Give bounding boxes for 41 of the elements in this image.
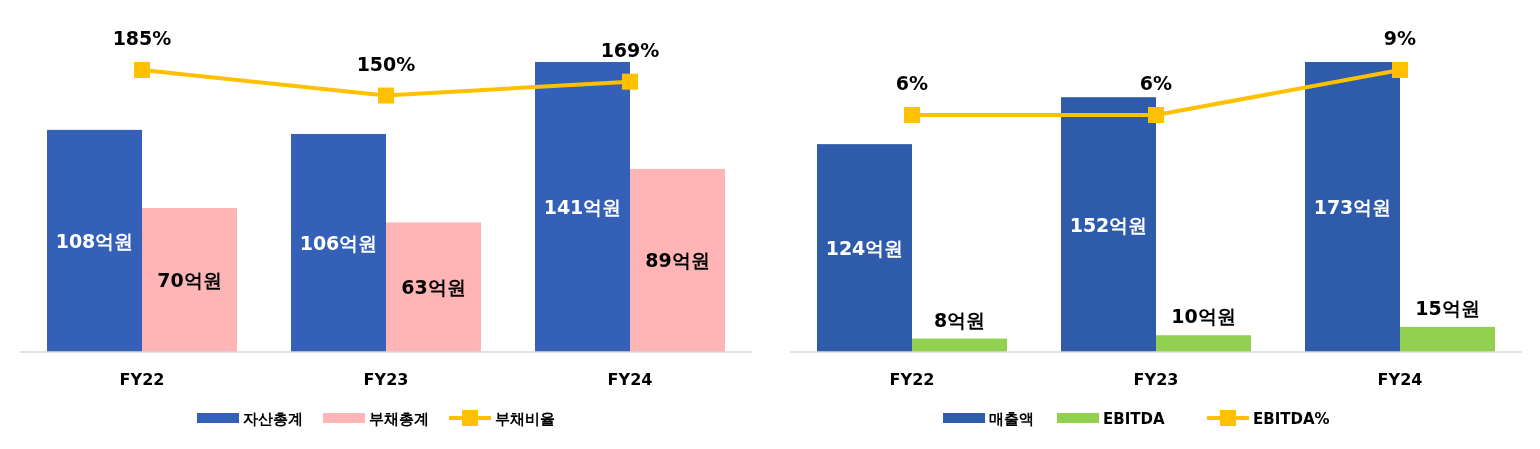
bar — [1400, 326, 1495, 352]
data-label: 9% — [1383, 27, 1417, 49]
data-label: 15억원 — [1415, 296, 1480, 319]
data-label: 89억원 — [645, 249, 710, 272]
data-label: 6% — [1139, 72, 1173, 94]
bar — [1305, 62, 1400, 352]
data-label: 173억원 — [1313, 196, 1392, 218]
legend-label: EBITDA% — [1253, 410, 1330, 428]
bar — [817, 144, 912, 352]
legend-label: 자산총계 — [243, 410, 303, 428]
x-tick-label: FY22 — [119, 370, 165, 389]
data-label: 152억원 — [1069, 213, 1148, 236]
data-label: 8억원 — [933, 308, 986, 331]
bar — [535, 62, 630, 352]
x-tick-label: FY24 — [607, 370, 653, 389]
legend-label: 부채비율 — [495, 410, 555, 428]
data-label: 10억원 — [1171, 305, 1236, 328]
x-tick-label: FY24 — [1377, 370, 1423, 389]
data-label: 150% — [356, 52, 416, 75]
bar — [630, 168, 725, 352]
x-tick-label: FY23 — [363, 370, 409, 389]
legend-label: 매출액 — [989, 410, 1034, 428]
data-label: 169% — [600, 38, 660, 61]
data-label: 108억원 — [55, 229, 134, 252]
data-label: 106억원 — [299, 231, 378, 254]
legend-label: EBITDA — [1103, 410, 1165, 428]
bar — [291, 133, 386, 352]
data-label: 185% — [112, 27, 172, 49]
x-tick-label: FY22 — [889, 370, 935, 389]
data-label: 124억원 — [825, 237, 904, 260]
x-tick-label: FY23 — [1133, 370, 1179, 389]
data-label: 70억원 — [157, 269, 222, 292]
legend-label: 부채총계 — [369, 410, 429, 428]
data-label: 6% — [895, 72, 929, 94]
bar — [386, 222, 481, 352]
bar — [47, 129, 142, 352]
bar — [142, 208, 237, 352]
bar — [1156, 335, 1251, 352]
data-label: 141억원 — [543, 196, 622, 218]
bar — [1061, 97, 1156, 352]
data-label: 63억원 — [401, 276, 466, 299]
